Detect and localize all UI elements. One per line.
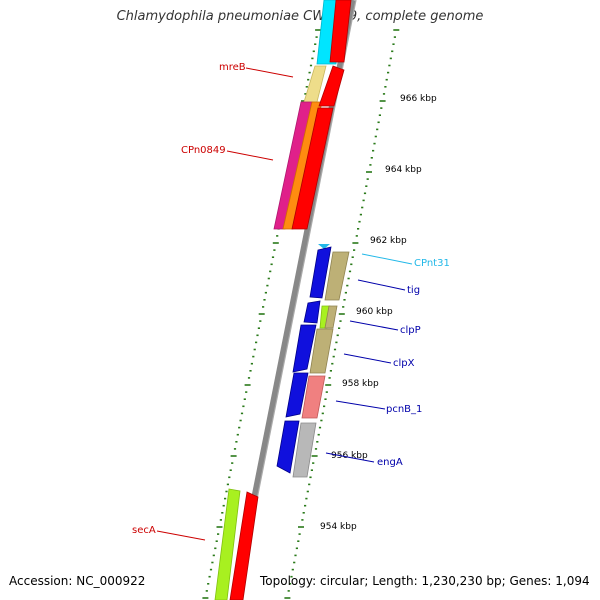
gene-red-2 — [318, 65, 345, 107]
gene-khaki-tig — [324, 251, 350, 301]
scale-label-958: 958 kbp — [342, 379, 379, 389]
gene-blue-clpP — [303, 300, 321, 324]
right-tick-guide — [284, 29, 400, 599]
gene-label-mreB: mreB — [219, 62, 294, 78]
gene-lime-secA — [214, 488, 241, 600]
svg-text:mreB: mreB — [219, 62, 246, 73]
svg-text:tig: tig — [407, 285, 420, 296]
scale-labels: 966 kbp 964 kbp 962 kbp 960 kbp 958 kbp … — [320, 94, 437, 532]
svg-text:pcnB_1: pcnB_1 — [386, 404, 422, 415]
gene-cyan-CPnt31 — [318, 244, 330, 249]
gene-label-clpX: clpX — [343, 353, 415, 369]
scale-label-960: 960 kbp — [356, 307, 393, 317]
svg-text:clpX: clpX — [393, 358, 415, 369]
scale-label-954: 954 kbp — [320, 522, 357, 532]
gene-blue-tig — [309, 246, 332, 299]
gene-label-pcnB_1: pcnB_1 — [335, 400, 422, 415]
gene-salmon-pcnB — [301, 375, 326, 419]
svg-text:CPnt31: CPnt31 — [414, 258, 450, 269]
gene-label-CPnt31: CPnt31 — [361, 253, 450, 269]
gene-label-tig: tig — [357, 279, 420, 296]
outer-strand-genes — [214, 0, 344, 600]
gene-grey-engA — [292, 422, 317, 478]
svg-text:secA: secA — [132, 525, 156, 536]
svg-text:CPn0849: CPn0849 — [181, 145, 226, 156]
gene-label-secA: secA — [132, 525, 206, 541]
gene-blue-pcnB — [285, 372, 309, 418]
gene-label-clpP: clpP — [349, 320, 421, 336]
gene-blue-engA — [276, 420, 300, 474]
gene-red-4 — [229, 491, 259, 600]
gene-khaki-clpP — [324, 305, 338, 329]
svg-text:engA: engA — [377, 457, 403, 468]
gene-khaki-clpX — [309, 328, 334, 374]
genome-summary-text: Topology: circular; Length: 1,230,230 bp… — [260, 574, 590, 588]
scale-label-966: 966 kbp — [400, 94, 437, 104]
gene-label-CPn0849: CPn0849 — [181, 145, 274, 161]
inner-strand-genes — [276, 244, 350, 478]
accession-text: Accession: NC_000922 — [9, 574, 146, 588]
red-strand-genes — [229, 0, 352, 600]
gene-red-1 — [329, 0, 352, 63]
gene-label-engA: engA — [325, 452, 403, 468]
map-title: Chlamydophila pneumoniae CWL029, complet… — [116, 9, 484, 24]
gene-blue-clpX — [292, 324, 317, 373]
svg-text:clpP: clpP — [400, 325, 421, 336]
scale-label-962: 962 kbp — [370, 236, 407, 246]
scale-label-956: 956 kbp — [331, 451, 368, 461]
gene-red-3 — [291, 107, 334, 230]
scale-label-964: 964 kbp — [385, 165, 422, 175]
